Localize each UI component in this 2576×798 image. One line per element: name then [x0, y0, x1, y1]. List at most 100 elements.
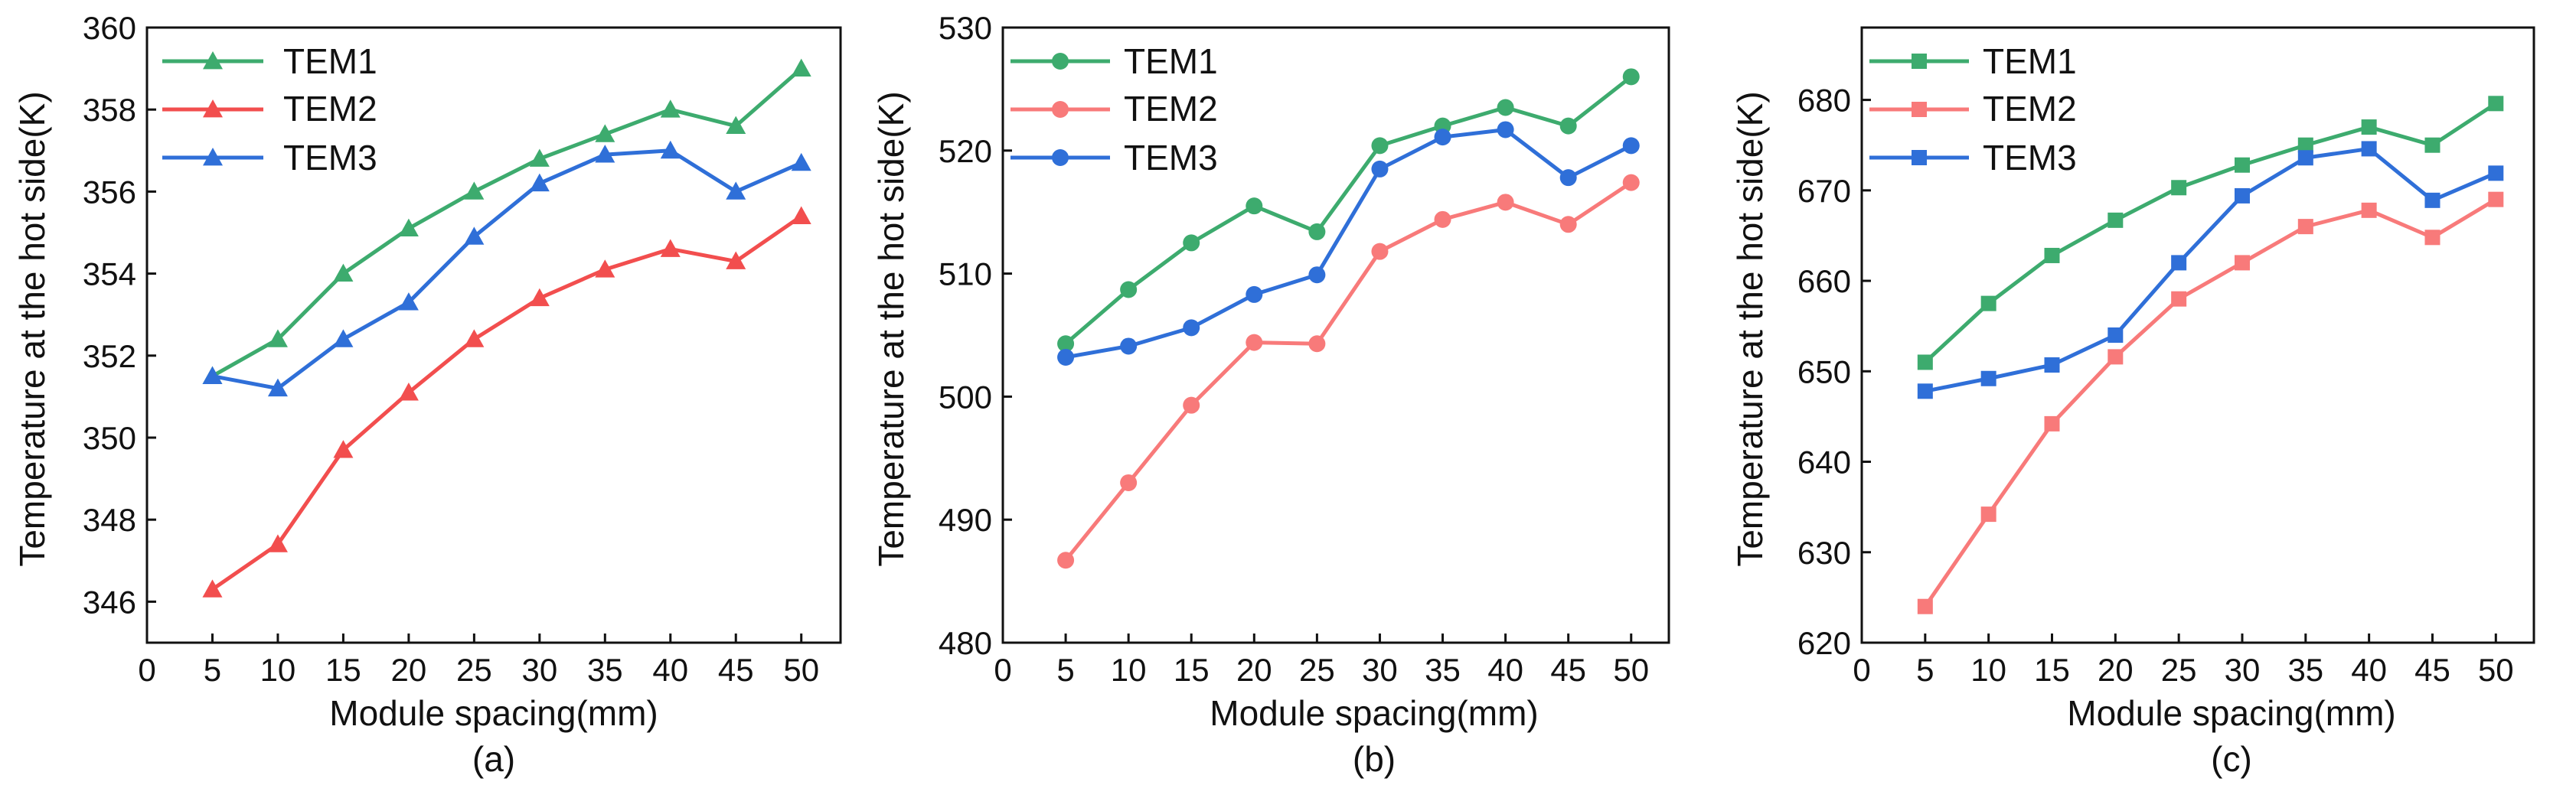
- panel-b-ylabel: Temperature at the hot side(K): [871, 91, 911, 566]
- series-tem1-point: [2044, 247, 2060, 263]
- series-tem2-point: [1308, 335, 1326, 353]
- series-tem3-point: [726, 181, 746, 200]
- panel-b-caption: (b): [1353, 739, 1396, 779]
- series-tem3-point: [1371, 160, 1389, 178]
- panel-b: Temperature at the hot side(K) Module sp…: [871, 41, 1539, 779]
- series-tem2-point: [791, 206, 811, 224]
- series-tem3-point: [1497, 121, 1514, 138]
- panel-a-plot: 0 5 10 15 20 25 30 35 40 45 50 346 348 350 352 354 356 35…: [83, 10, 842, 688]
- x-tick-label: 35: [1425, 652, 1461, 688]
- x-tick-label: 25: [456, 652, 492, 688]
- x-tick-label: 0: [138, 652, 155, 688]
- series-tem3-point: [464, 226, 485, 245]
- series-tem1-point: [1622, 68, 1640, 86]
- series-tem1-point: [1980, 295, 1996, 311]
- panel-c-plot: 0 5 10 15 20 25 30 35 40 45 50 620 630 640 650 660 670 68…: [1797, 26, 2535, 688]
- series-tem1-point: [2488, 96, 2504, 112]
- series-tem2-point: [2424, 230, 2441, 246]
- x-tick-label: 50: [1613, 652, 1649, 688]
- y-tick-label: 670: [1797, 173, 1851, 209]
- legend-tem3-label: TEM3: [1983, 138, 2077, 178]
- legend-tem2-label: TEM2: [1983, 89, 2077, 129]
- series-tem2-point: [464, 329, 485, 347]
- series-tem3-point: [1917, 383, 1933, 399]
- y-tick-label: 480: [939, 625, 992, 661]
- x-tick-label: 45: [718, 652, 754, 688]
- series-tem3-point: [791, 152, 811, 171]
- x-tick-label: 20: [2098, 652, 2134, 688]
- plot-frame: [1001, 26, 1670, 644]
- series-tem2-point: [2361, 202, 2377, 218]
- y-tick-label: 530: [939, 10, 992, 46]
- x-tick-label: 20: [391, 652, 427, 688]
- x-tick-label: 10: [1111, 652, 1147, 688]
- panel-a-legend: TEM1 TEM2 TEM3: [283, 41, 377, 178]
- series-tem3-point: [267, 378, 288, 397]
- series-tem2-point: [1434, 210, 1451, 228]
- y-tick-label: 500: [939, 379, 992, 415]
- x-tick-label: 0: [1853, 652, 1870, 688]
- x-tick-label: 35: [2287, 652, 2323, 688]
- x-tick-label: 30: [521, 652, 557, 688]
- series-tem1-point: [726, 116, 746, 135]
- series-tem2-point: [1120, 474, 1138, 491]
- panel-c-ylabel: Temperature at the hot side(K): [1730, 91, 1770, 566]
- x-tick-label: 40: [1487, 652, 1523, 688]
- series-tem1-point: [1559, 117, 1577, 135]
- panel-c-caption: (c): [2211, 739, 2252, 779]
- y-tick-label: 346: [83, 584, 136, 620]
- legend-tem2-label: TEM2: [1124, 89, 1218, 129]
- x-tick-label: 30: [1362, 652, 1398, 688]
- y-tick-label: 620: [1797, 625, 1851, 661]
- series-tem2-point: [2107, 349, 2124, 365]
- panel-b-legend: TEM1 TEM2 TEM3: [1124, 41, 1218, 178]
- series-tem3-point: [2297, 150, 2313, 166]
- legend-tem3-marker: [1912, 150, 1927, 165]
- series-tem1-point: [464, 181, 485, 200]
- series-tem3-point: [1308, 266, 1326, 284]
- legend-tem1-marker: [1052, 53, 1069, 70]
- x-tick-label: 45: [2414, 652, 2450, 688]
- series-tem2-point: [2234, 255, 2250, 271]
- series-tem3-point: [2488, 165, 2504, 181]
- series-tem1-point: [2297, 137, 2313, 153]
- series-tem2-point: [2171, 291, 2187, 307]
- series-tem3-point: [202, 366, 223, 384]
- x-tick-label: 30: [2225, 652, 2261, 688]
- series-tem2-point: [2297, 219, 2313, 235]
- series-tem2-point: [1497, 194, 1514, 211]
- x-tick-label: 5: [1056, 652, 1074, 688]
- x-tick-label: 15: [325, 652, 361, 688]
- series-tem2-point: [1559, 216, 1577, 233]
- y-tick-label: 680: [1797, 83, 1851, 119]
- series-tem1-point: [267, 329, 288, 347]
- series-tem1-point: [2171, 180, 2187, 196]
- x-tick-label: 10: [1970, 652, 2006, 688]
- series-tem2-point: [2044, 415, 2060, 432]
- legend-tem3-marker: [203, 148, 223, 166]
- series-tem1-point: [333, 263, 354, 282]
- series-tem2-point: [726, 251, 746, 269]
- series-tem2-point: [529, 288, 550, 307]
- panel-c: Temperature at the hot side(K) Module sp…: [1730, 41, 2396, 779]
- legend-tem3-label: TEM3: [283, 138, 377, 178]
- series-tem3-point: [1057, 348, 1075, 366]
- series-tem2-point: [1371, 243, 1389, 260]
- series-tem3-point: [398, 292, 419, 311]
- legend-tem1-label: TEM1: [283, 41, 377, 81]
- series-tem2-line: [1064, 181, 1633, 562]
- series-tem1-point: [1120, 281, 1138, 298]
- x-tick-label: 5: [1916, 652, 1934, 688]
- series-tem3-point: [1120, 337, 1138, 355]
- panel-a-ylabel: Temperature at the hot side(K): [12, 91, 52, 566]
- series-tem2-point: [595, 259, 615, 278]
- series-tem1-point: [791, 58, 811, 77]
- x-tick-label: 50: [2478, 652, 2514, 688]
- y-tick-label: 640: [1797, 445, 1851, 480]
- legend-tem1-marker: [1912, 54, 1927, 69]
- series-tem3-point: [1980, 370, 1996, 386]
- x-tick-label: 40: [652, 652, 688, 688]
- series-tem2-point: [202, 579, 223, 598]
